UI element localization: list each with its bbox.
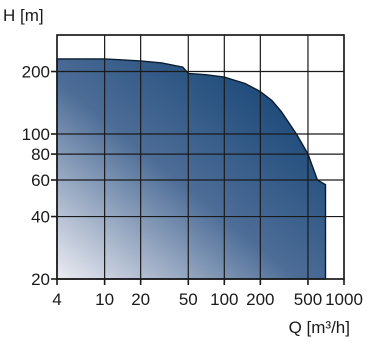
x-tick-label: 200 xyxy=(246,290,274,309)
x-tick-label: 4 xyxy=(52,290,61,309)
y-tick-label: 40 xyxy=(31,208,50,227)
tick-layer xyxy=(51,70,345,285)
y-tick-label: 80 xyxy=(31,145,50,164)
y-tick-label: 200 xyxy=(22,63,50,82)
x-tick-label: 20 xyxy=(131,290,150,309)
area-layer xyxy=(56,58,327,280)
y-tick-label: 60 xyxy=(31,171,50,190)
x-tick-label: 100 xyxy=(210,290,238,309)
area-series xyxy=(56,58,327,280)
x-tick-label: 500 xyxy=(294,290,322,309)
y-tick-label: 20 xyxy=(31,270,50,289)
x-tick-labels: 4 10 20 50 100 200 500 1000 xyxy=(52,290,363,309)
y-tick-label: 100 xyxy=(22,125,50,144)
y-axis-label: H [m] xyxy=(3,6,44,25)
x-tick-label: 50 xyxy=(179,290,198,309)
x-axis-label: Q [m³/h] xyxy=(289,318,350,337)
plot-frame xyxy=(56,34,345,280)
x-tick-label: 10 xyxy=(95,290,114,309)
x-tick-label: 1000 xyxy=(325,290,363,309)
grid-layer xyxy=(56,34,345,280)
